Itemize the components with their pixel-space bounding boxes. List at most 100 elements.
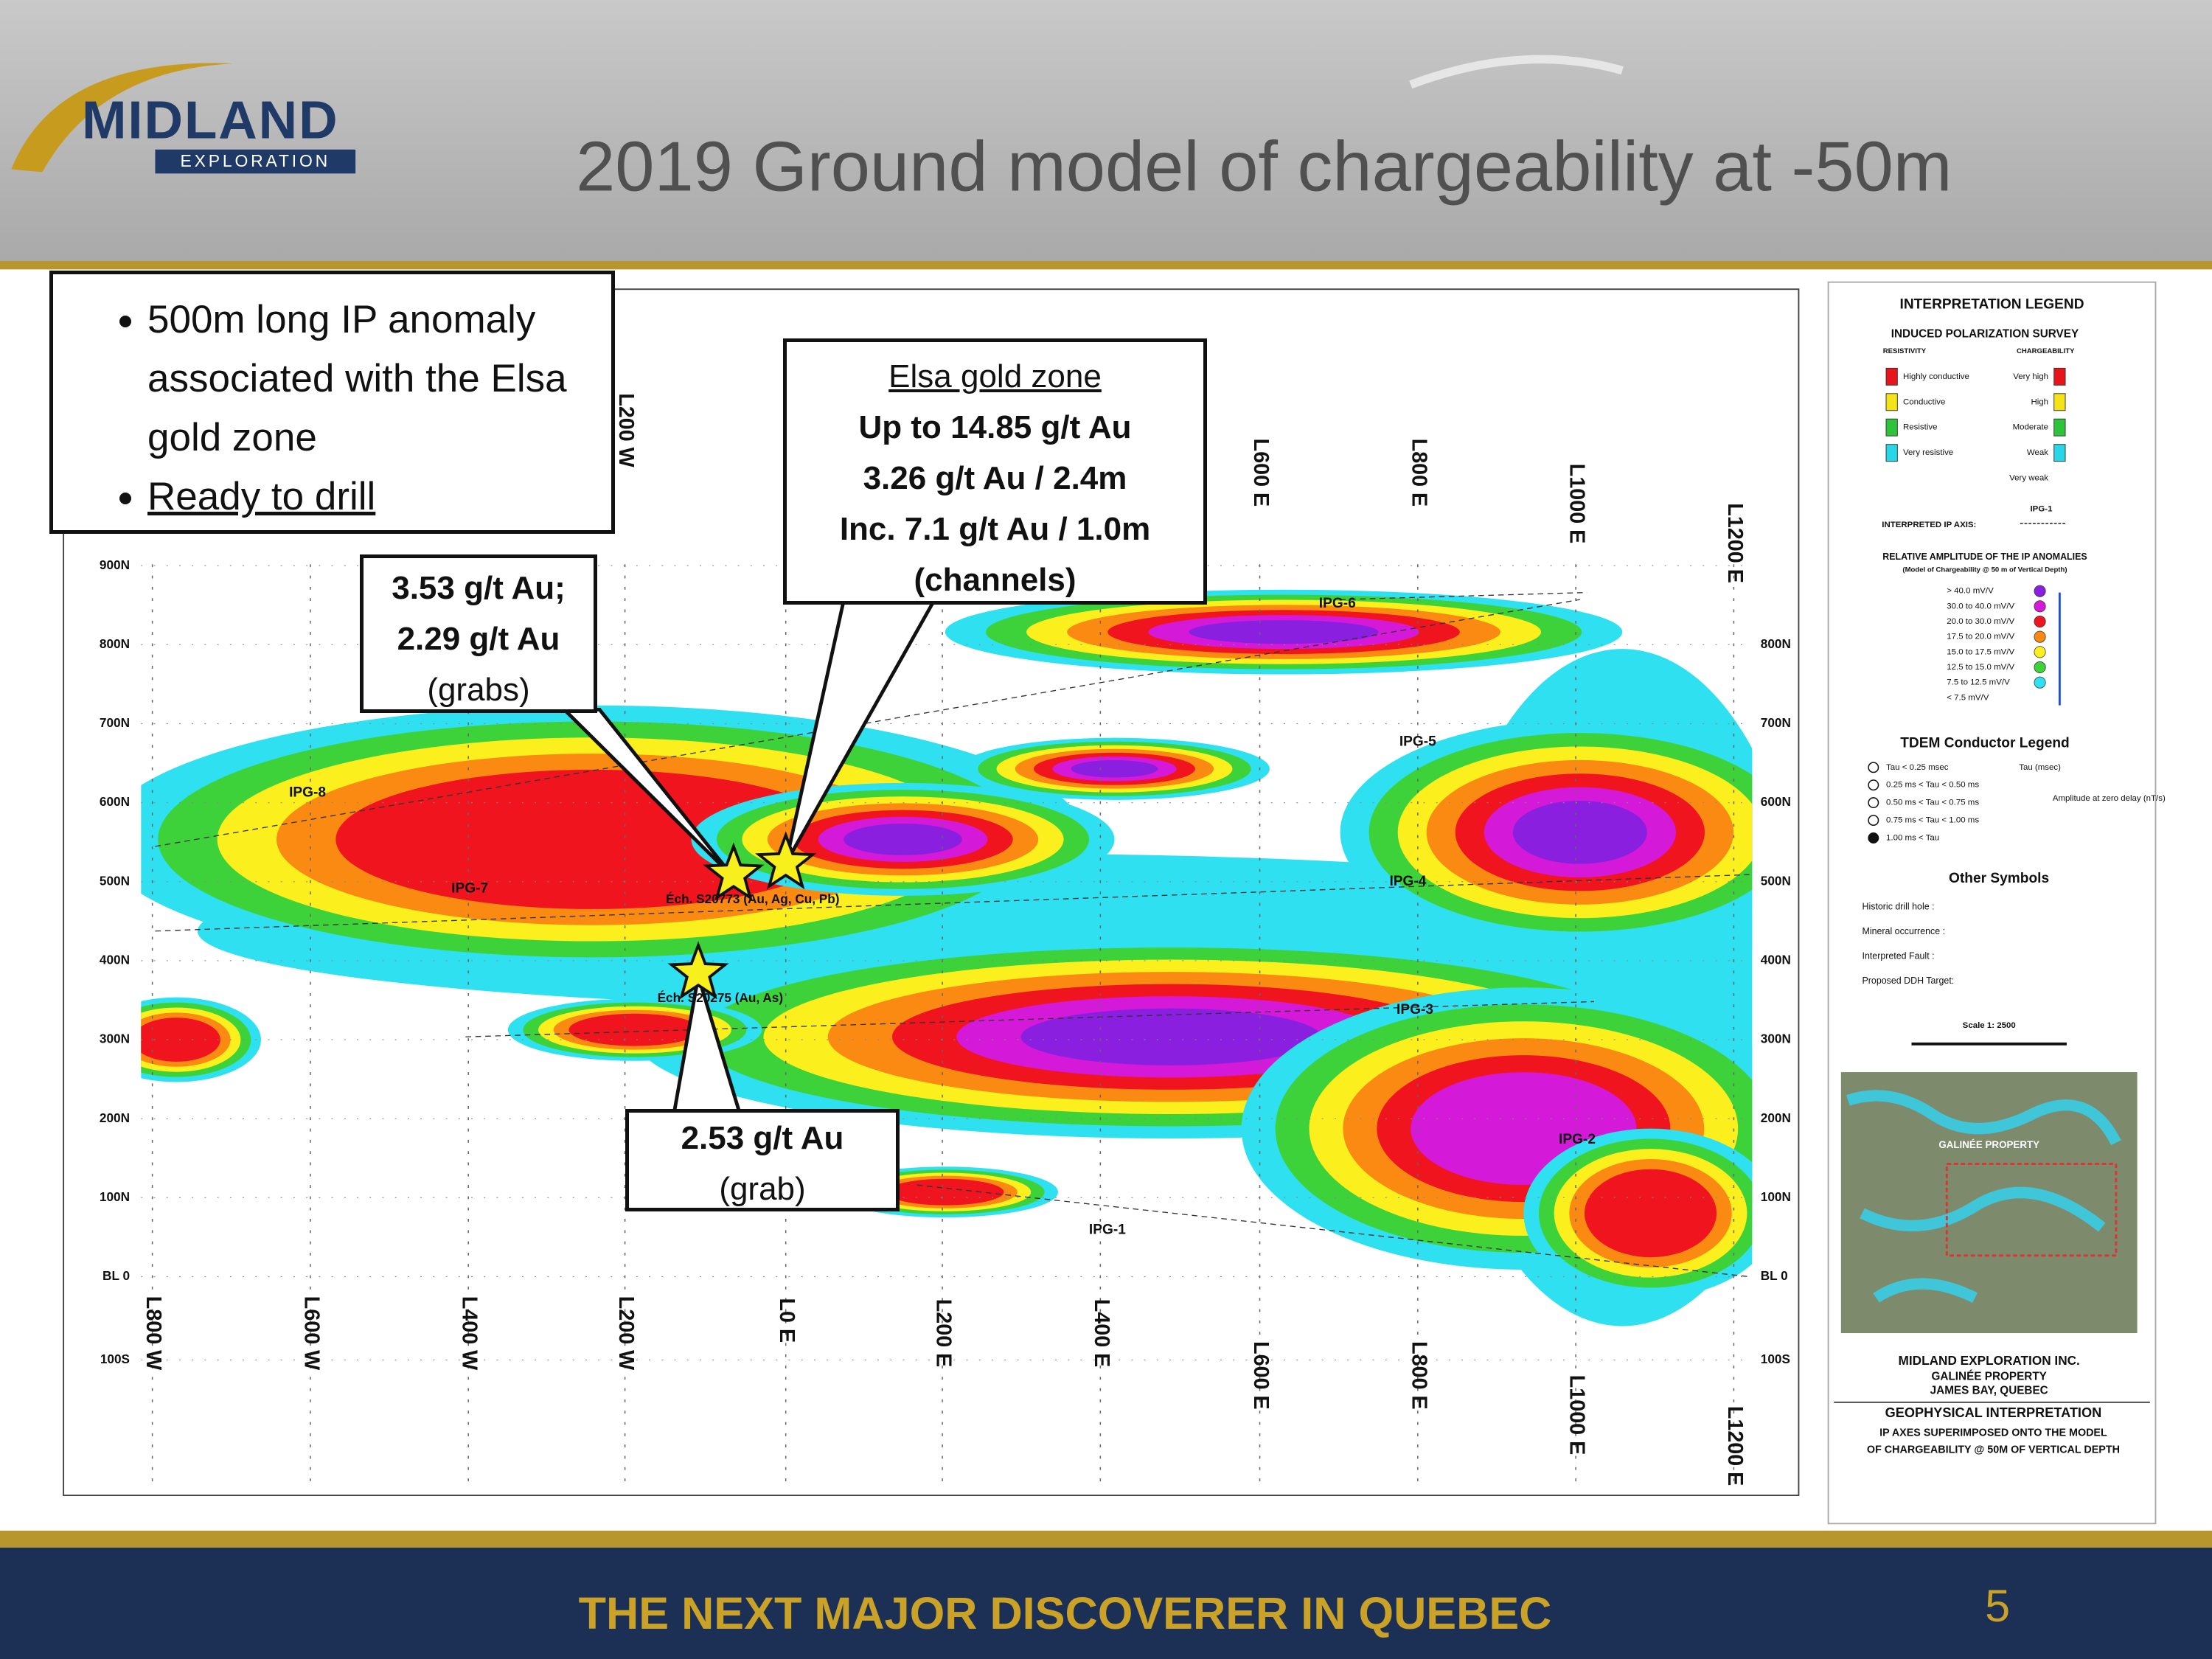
legend-swatch (2053, 444, 2066, 462)
grabs-callout: 3.53 g/t Au; 2.29 g/t Au (grabs) (360, 554, 597, 713)
chargeability-zone (886, 1178, 1004, 1206)
legend-swatch (2053, 418, 2066, 437)
legend-label: Resistive (1903, 423, 1938, 432)
inset-map-water (1846, 1090, 2121, 1304)
line-label: L200 W (614, 393, 638, 467)
bullet-text: Ready to drill (147, 475, 376, 518)
ip-axis (465, 1001, 1595, 1037)
ip-axis-label: IPG-8 (289, 785, 326, 800)
legend-label: 15.0 to 17.5 mV/V (1947, 647, 2014, 656)
legend-heading: TDEM Conductor Legend (1900, 735, 2069, 751)
line-label: L200 E (931, 1299, 955, 1368)
legend-symbol (1868, 832, 1879, 844)
line-label: L1200 E (1723, 1406, 1747, 1486)
line-label: L400 E (1090, 1299, 1113, 1368)
legend-swatch (2034, 661, 2046, 674)
ip-axis-label: IPG-4 (1389, 874, 1426, 889)
legend-label: INTERPRETED IP AXIS: (1882, 521, 1976, 529)
northing-label: 100S (100, 1352, 130, 1366)
legend-label: Historic drill hole : (1863, 902, 1935, 912)
footer-rule (0, 1530, 2212, 1548)
chargeability-zone (844, 823, 962, 855)
line-label: L600 W (299, 1296, 323, 1371)
sample-label: Éch. S20275 (Au, As) (658, 990, 784, 1005)
northing-label: 800N (100, 636, 130, 651)
legend-swatch (2034, 676, 2046, 689)
bullet: 500m long IP anomaly associated with the… (147, 291, 598, 467)
legend-label: > 40.0 mV/V (1947, 587, 1994, 596)
legend-column: RESISTIVITY (1883, 347, 1927, 355)
title-block-description: OF CHARGEABILITY @ 50M OF VERTICAL DEPTH (1867, 1444, 2120, 1456)
sample-star (667, 941, 729, 1000)
northing-label: 800N (1761, 636, 1791, 651)
ip-axis-label: IPG-1 (1089, 1222, 1126, 1237)
page-number: 5 (1985, 1581, 2010, 1631)
legend-label: < 7.5 mV/V (1947, 693, 1989, 702)
northing-label: 500N (100, 873, 130, 888)
grab-callout: 2.53 g/t Au (grab) (625, 1109, 900, 1211)
legend-label: Proposed DDH Target: (1863, 975, 1955, 986)
legend-heading: RELATIVE AMPLITUDE OF THE IP ANOMALIES (1882, 552, 2087, 562)
northing-label: 400N (1761, 952, 1791, 967)
elsa-callout: Elsa gold zone Up to 14.85 g/t Au 3.26 g… (783, 338, 1207, 605)
header-rule (0, 260, 2212, 270)
legend-symbol (1868, 797, 1879, 809)
summary-box: 500m long IP anomaly associated with the… (49, 271, 615, 534)
northing-label: 200N (100, 1110, 130, 1125)
legend-symbol (1868, 779, 1879, 791)
callout-line: 3.26 g/t Au / 2.4m (863, 460, 1127, 496)
legend-swatch (2034, 600, 2046, 613)
legend-label: 30.0 to 40.0 mV/V (1947, 602, 2014, 611)
northing-label: 100N (1761, 1189, 1791, 1204)
inset-map-grid (1945, 1163, 2118, 1257)
line-label: L200 W (614, 1296, 638, 1371)
callout-note: (grabs) (427, 672, 530, 708)
legend-label: 12.5 to 15.0 mV/V (1947, 663, 2014, 672)
legend-label: Very high (2013, 372, 2048, 381)
legend-swatch (2034, 585, 2046, 597)
legend-label: IPG-1 (2031, 505, 2053, 514)
ip-axis-label: IPG-2 (1559, 1132, 1596, 1147)
northing-label: 300N (1761, 1032, 1791, 1046)
legend-label: 7.5 to 12.5 mV/V (1947, 678, 2010, 687)
sample-star (703, 842, 765, 901)
callout-line: (channels) (914, 562, 1077, 598)
legend-label: 20.0 to 30.0 mV/V (1947, 617, 2014, 626)
northing-label: 400N (100, 952, 130, 967)
northing-label: 100S (1761, 1352, 1790, 1366)
title-block-property: GALINÉE PROPERTY (1932, 1370, 2047, 1382)
legend-label: Very weak (2009, 474, 2048, 483)
callout-line: Up to 14.85 g/t Au (858, 409, 1132, 445)
legend-label: Highly conductive (1903, 372, 1969, 381)
callout-heading: Elsa gold zone (888, 358, 1102, 394)
ip-axis-label: IPG-7 (451, 880, 488, 896)
legend-symbol (1868, 815, 1879, 827)
legend-label: Tau (msec) (2019, 763, 2061, 772)
northing-label: 300N (100, 1032, 130, 1046)
title-block-location: JAMES BAY, QUEBEC (1930, 1385, 2048, 1397)
line-label: L1200 E (1723, 503, 1747, 582)
legend-label: 17.5 to 20.0 mV/V (1947, 633, 2014, 641)
sample-label: Éch. S20773 (Au, Ag, Cu, Pb) (666, 891, 839, 906)
ip-axis-label: IPG-6 (1319, 596, 1356, 611)
line-label: L600 E (1249, 439, 1273, 507)
chargeability-zone (1189, 620, 1379, 644)
header-photo-detail (1409, 55, 1624, 89)
chargeability-zone (141, 1018, 220, 1062)
legend-symbol (1868, 762, 1879, 773)
callout-line: 2.53 g/t Au (681, 1120, 844, 1156)
legend-label: 0.25 ms < Tau < 0.50 ms (1886, 781, 1979, 790)
northing-label: 200N (1761, 1110, 1791, 1125)
legend-column: CHARGEABILITY (2017, 347, 2075, 355)
title-block-heading: GEOPHYSICAL INTERPRETATION (1885, 1405, 2102, 1420)
legend-label: Weak (2027, 448, 2048, 457)
legend-label: Interpreted Fault : (1863, 950, 1935, 961)
legend-swatch (1885, 393, 1898, 411)
legend-label: Mineral occurrence : (1863, 926, 1946, 936)
legend-swatch (2034, 646, 2046, 658)
scale-label: Scale 1: 2500 (1963, 1021, 2016, 1030)
logo-tagline: EXPLORATION (181, 151, 331, 170)
legend-label: 0.50 ms < Tau < 0.75 ms (1886, 799, 1979, 807)
